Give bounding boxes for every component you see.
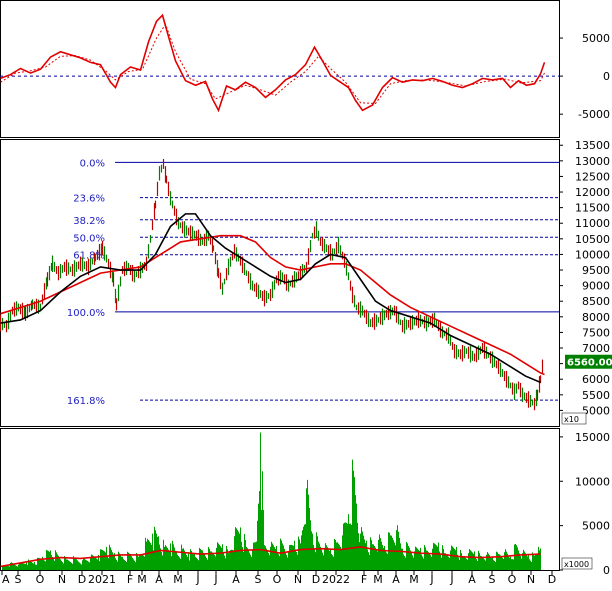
- x-tick-label: J: [449, 573, 453, 586]
- y-tick-label: 5000: [582, 32, 610, 45]
- x-tick-label: N: [58, 573, 66, 586]
- y-tick-label: 10000: [575, 475, 610, 488]
- x-tick-label: S: [15, 573, 22, 586]
- x-tick-label: N: [294, 573, 302, 586]
- x-tick-label: A: [155, 573, 163, 586]
- y-tick-label: 9500: [582, 264, 610, 277]
- oscillator-signal-line: [0, 23, 545, 105]
- y-tick-label: 8500: [582, 295, 610, 308]
- y-tick-label: 6000: [582, 373, 610, 386]
- y-tick-label: 5500: [582, 389, 610, 402]
- fib-label: 23.6%: [73, 194, 105, 205]
- y-tick-label: 5000: [582, 520, 610, 533]
- y-tick-label: 12500: [575, 170, 610, 183]
- y-tick-label: 15000: [575, 431, 610, 444]
- y-tick-label: 8000: [582, 311, 610, 324]
- x-tick-label: 2021: [88, 573, 116, 586]
- x-tick-label: J: [213, 573, 217, 586]
- x-tick-label: S: [489, 573, 496, 586]
- price-scale-box: [561, 412, 587, 425]
- x-tick-label: M: [137, 573, 147, 586]
- fib-label: 161.8%: [67, 396, 105, 407]
- x-tick-label: S: [255, 573, 262, 586]
- x-tick-label: A: [232, 573, 240, 586]
- last-price-label: 6560.00: [567, 358, 612, 369]
- ma-black-line: [0, 213, 541, 384]
- y-tick-label: 5000: [582, 404, 610, 417]
- y-tick-label: 11000: [575, 217, 610, 230]
- fib-label: 50.0%: [73, 233, 105, 244]
- y-tick-label: 13000: [575, 155, 610, 168]
- x-tick-label: F: [127, 573, 133, 586]
- x-tick-label: M: [409, 573, 419, 586]
- x-tick-label: O: [36, 573, 45, 586]
- x-tick-label: D: [548, 573, 556, 586]
- x-tick-label: J: [195, 573, 199, 586]
- fib-label: 61.8%: [73, 251, 105, 262]
- volume-ma-line: [0, 546, 541, 568]
- x-tick-label: F: [361, 573, 367, 586]
- x-tick-label: O: [508, 573, 517, 586]
- x-tick-label: A: [468, 573, 476, 586]
- volume-scale-box: [561, 557, 593, 570]
- oscillator-line: [0, 13, 546, 113]
- x-tick-label: 2022: [322, 573, 350, 586]
- x-tick-label: N: [527, 573, 535, 586]
- fib-label: 0.0%: [80, 158, 105, 169]
- x-tick-label: A: [2, 573, 10, 586]
- y-tick-label: 9000: [582, 280, 610, 293]
- y-tick-label: 7500: [582, 326, 610, 339]
- oscillator-panel: [0, 0, 560, 138]
- y-tick-label: 10000: [575, 248, 610, 261]
- x-tick-label: A: [392, 573, 400, 586]
- price-scale-label: x10: [564, 415, 579, 424]
- y-tick-label: 7000: [582, 342, 610, 355]
- volume-scale-label: x1000: [564, 560, 589, 569]
- x-tick-label: M: [373, 573, 383, 586]
- x-tick-label: J: [429, 573, 433, 586]
- x-tick-label: O: [273, 573, 282, 586]
- y-tick-label: 11500: [575, 202, 610, 215]
- fib-label: 38.2%: [73, 216, 105, 227]
- y-tick-label: 0: [603, 564, 610, 577]
- y-tick-label: 10500: [575, 233, 610, 246]
- last-price-badge: [565, 354, 612, 369]
- x-tick-label: M: [173, 573, 183, 586]
- x-tick-label: D: [312, 573, 320, 586]
- y-tick-label: 13500: [575, 139, 610, 152]
- x-tick-label: D: [78, 573, 86, 586]
- y-tick-label: -5000: [578, 108, 610, 121]
- y-tick-label: 0: [603, 70, 610, 83]
- y-tick-label: 12000: [575, 186, 610, 199]
- ma-red-line: [0, 234, 545, 376]
- fib-label: 100.0%: [67, 308, 105, 319]
